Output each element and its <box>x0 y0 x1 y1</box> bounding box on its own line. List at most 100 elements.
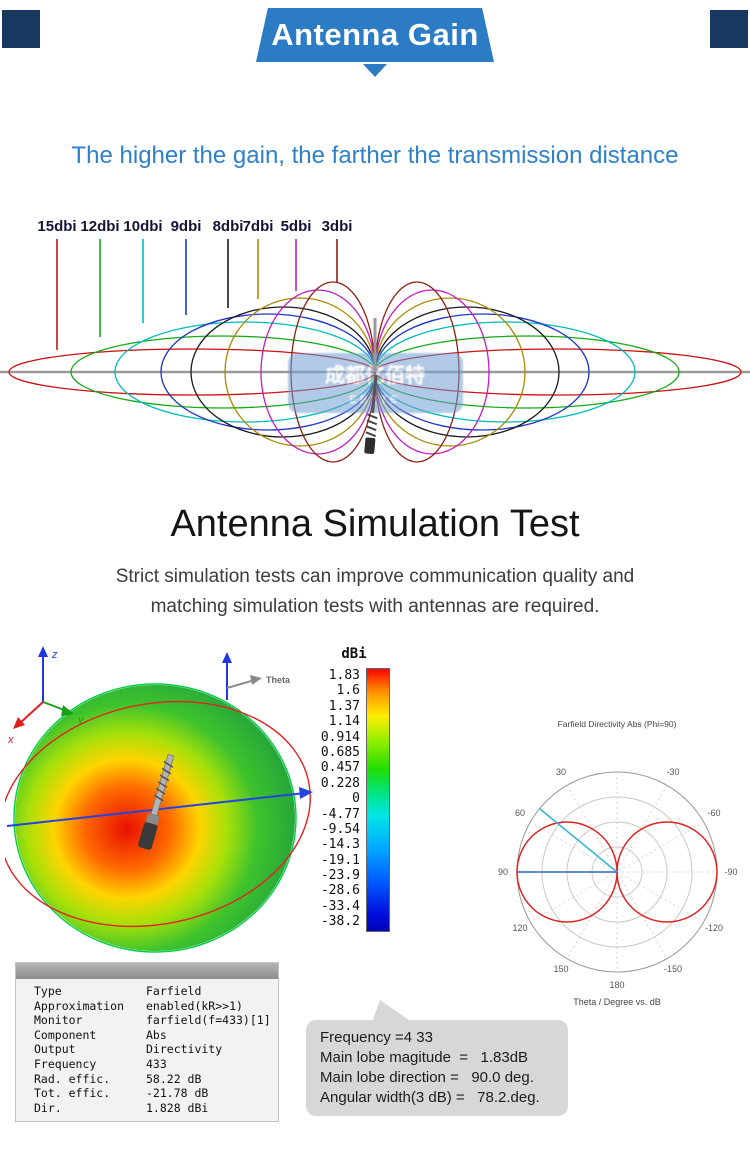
banner-corner-left <box>2 10 40 48</box>
polar-angle-label: 150 <box>553 964 568 974</box>
callout-line: Main lobe direction = 90.0 deg. <box>320 1069 534 1086</box>
colorbar-tick: -38.2 <box>320 914 360 930</box>
colorbar-tick: 0.228 <box>320 775 360 791</box>
colorbar-tick: 1.37 <box>328 698 360 714</box>
table-row: Output Directivity <box>16 1042 278 1057</box>
gain-label-7dbi: 7dbi <box>243 218 274 235</box>
antenna-model-3d <box>138 753 175 850</box>
xyz-axes: z x y <box>7 646 85 746</box>
gain-label-9dbi: 9dbi <box>171 218 202 235</box>
colorbar-tick: -14.3 <box>320 837 360 853</box>
banner: Antenna Gain <box>256 8 494 62</box>
colorbar-tick: 0.914 <box>320 729 360 745</box>
table-row: Dir. 1.828 dBi <box>16 1101 278 1116</box>
gain-subtitle: The higher the gain, the farther the tra… <box>71 142 679 169</box>
polar-angle-label: -90 <box>724 867 737 877</box>
gain-diagram: 15dbi 12dbi 10dbi 9dbi 8dbi 7dbi 5dbi 3d… <box>0 218 750 463</box>
polar-angle-label: 120 <box>512 923 527 933</box>
x-axis-label: x <box>7 734 14 746</box>
value-cell: 1.828 dBi <box>146 1100 209 1115</box>
colorbar-ticks: 1.83 1.6 1.37 1.14 0.914 0.685 0.457 0.2… <box>312 668 366 930</box>
colorbar-tick: 0.457 <box>320 760 360 776</box>
gain-label-15dbi: 15dbi <box>37 218 76 235</box>
theta-gray-arrow <box>226 679 256 689</box>
value-cell: Directivity <box>146 1042 223 1057</box>
results-table: Type Farfield Approximation enabled(kR>>1)… <box>15 962 279 1123</box>
beamwidth-line <box>539 808 618 873</box>
value-cell: 433 <box>146 1056 167 1071</box>
polar-angle-label: -120 <box>705 923 723 933</box>
theta-gray-arrowhead <box>250 675 262 685</box>
table-titlebar <box>16 963 278 979</box>
table-row: Frequency 433 <box>16 1057 278 1072</box>
gain-leader-lines <box>56 239 338 350</box>
value-cell: 58.22 dB <box>146 1071 202 1086</box>
colorbar-tick: 1.6 <box>336 683 360 699</box>
y-axis-label: y <box>77 714 85 726</box>
colorbar-tick: -19.1 <box>320 852 360 868</box>
gain-label-3dbi: 3dbi <box>322 218 353 235</box>
polar-angle-label: -150 <box>664 964 682 974</box>
param-cell: Tot. effic. <box>34 1086 111 1101</box>
colorbar-tick: -4.77 <box>320 806 360 822</box>
callout-line: Angular width(3 dB) = 78.2.deg. <box>320 1089 540 1106</box>
polar-plot: Farfield Directivity Abs (Phi=90) 30 -30… <box>498 719 738 1007</box>
polar-caption: Theta / Degree vs. dB <box>573 997 661 1007</box>
param-cell: Rad. effic. <box>34 1071 111 1086</box>
banner-arrow-icon <box>363 64 387 77</box>
theta-label: Theta <box>266 675 291 685</box>
polar-angle-label: -30 <box>666 767 679 777</box>
colorbar-title: dBi <box>341 646 367 662</box>
table-row: Approximation enabled(kR>>1) <box>16 999 278 1014</box>
colorbar-tick: 1.14 <box>328 714 360 730</box>
table-row: Rad. effic. 58.22 dB <box>16 1072 278 1087</box>
gain-label-5dbi: 5dbi <box>281 218 312 235</box>
banner-title: Antenna Gain <box>271 17 479 52</box>
param-cell: Output <box>34 1042 76 1057</box>
polar-angle-label: 60 <box>515 808 525 818</box>
table-row: Component Abs <box>16 1028 278 1043</box>
colorbar-tick: 0 <box>352 791 360 807</box>
table-row: Type Farfield <box>16 984 278 999</box>
theta-blue-arrowhead <box>222 652 232 663</box>
banner-corner-right <box>710 10 748 48</box>
param-cell: Type <box>34 984 62 998</box>
value-cell: farfield(f=433)[1] <box>146 1013 271 1028</box>
colorbar-tick: -33.4 <box>320 898 360 914</box>
colorbar-tick: 1.83 <box>328 668 360 683</box>
radiation-pattern-3d: z x y Theta <box>5 646 313 953</box>
wire-ellipse-red <box>5 700 311 928</box>
description-line1: Strict simulation tests can improve comm… <box>115 566 635 587</box>
x-axis-arrow <box>18 701 44 725</box>
x-axis-arrowhead <box>13 717 25 729</box>
param-cell: Monitor <box>34 1013 83 1028</box>
gain-label-12dbi: 12dbi <box>80 218 119 235</box>
polar-angle-label: 180 <box>609 980 624 990</box>
colorbar-tick: -28.6 <box>320 883 360 899</box>
gain-label-10dbi: 10dbi <box>123 218 162 235</box>
table-body: Type Farfield Approximation enabled(kR>>1)… <box>16 979 278 1121</box>
z-axis-arrowhead <box>38 646 48 657</box>
value-cell: -21.78 dB <box>146 1086 209 1101</box>
section-title: Antenna Simulation Test <box>170 503 580 545</box>
colorbar-gradient <box>366 668 390 932</box>
polar-angle-label: 90 <box>498 867 508 877</box>
param-cell: Approximation <box>34 998 125 1013</box>
gain-labels: 15dbi 12dbi 10dbi 9dbi 8dbi 7dbi 5dbi 3d… <box>37 218 352 235</box>
value-cell: Farfield <box>146 984 202 998</box>
param-cell: Frequency <box>34 1056 97 1071</box>
param-cell: Dir. <box>34 1100 62 1115</box>
polar-angle-labels: 30 -30 60 -60 90 -90 120 -120 150 -150 1… <box>498 767 738 990</box>
phi-axis-arrowhead <box>299 787 313 799</box>
value-cell: enabled(kR>>1) <box>146 998 243 1013</box>
polar-title: Farfield Directivity Abs (Phi=90) <box>558 719 677 729</box>
section-description: Strict simulation tests can improve comm… <box>0 562 750 622</box>
callout-line: Frequency =4 33 <box>320 1029 433 1046</box>
polar-angle-label: -60 <box>707 808 720 818</box>
wire-circle-green <box>13 683 297 953</box>
antenna-model <box>364 374 378 454</box>
colorbar: dBi 1.83 1.6 1.37 1.14 0.914 0.685 0.457… <box>312 646 396 932</box>
polar-angle-label: 30 <box>556 767 566 777</box>
colorbar-tick: -9.54 <box>320 821 360 837</box>
